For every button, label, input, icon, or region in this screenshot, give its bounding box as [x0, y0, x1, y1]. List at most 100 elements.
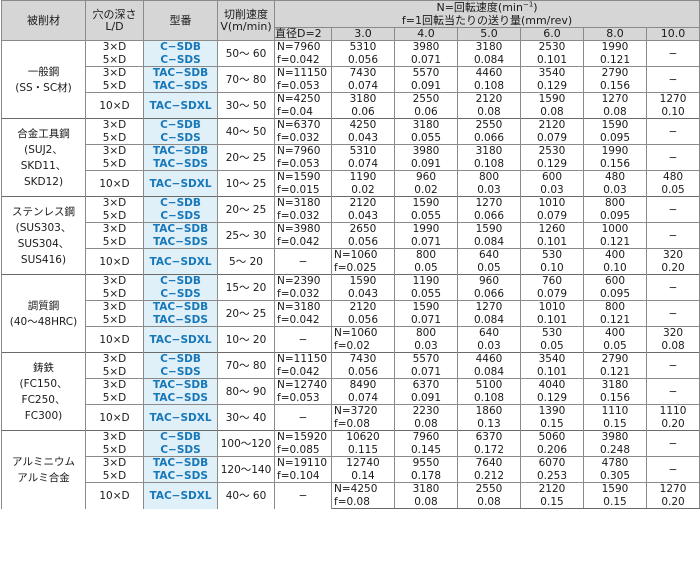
rpm-value: 1110 [645, 404, 700, 418]
rpm-value: 3180 [394, 118, 458, 132]
feed-value: 0.03 [457, 183, 521, 197]
table-row: 5×D C−SDS f=0.032 0.043 0.055 0.066 0.079 0.095 [2, 209, 700, 223]
rpm-value: 800 [457, 170, 521, 184]
feed-value: 0.10 [520, 261, 584, 275]
table-row: 5×D C−SDS f=0.085 0.115 0.145 0.172 0.206 0.248 [2, 443, 700, 457]
cutting-speed: 30〜 50 [217, 92, 275, 119]
cutting-speed: 120〜140 [217, 456, 275, 483]
feed-value: 0.101 [520, 313, 584, 327]
table-row: アルミニウム アルミ合金 3×D C−SDB 100〜120 N=15920 10620 79… [1, 430, 700, 509]
feed-value: 0.156 [583, 157, 647, 171]
rpm-value: 800 [583, 196, 647, 210]
feed-value: f=0.032 [274, 287, 332, 301]
rpm-value: N=15920 [274, 430, 332, 444]
header-diameter: 直径D=2 [274, 27, 332, 41]
rpm-value: 2120 [520, 482, 584, 496]
depth-ratio: 5×D [85, 313, 144, 327]
feed-value: 0.091 [394, 157, 458, 171]
feed-value: f=0.08 [331, 495, 395, 509]
rpm-value: 5570 [394, 66, 458, 80]
table-row: 5×D TAC−SDS f=0.042 0.056 0.071 0.084 0.101 0.1… [2, 235, 700, 249]
rpm-value: 2120 [331, 196, 395, 210]
rpm-value: 3540 [520, 352, 584, 366]
feed-value: 0.15 [583, 417, 647, 431]
rpm-value: 4780 [583, 456, 647, 470]
dash-cell: − [645, 352, 700, 379]
feed-value: 0.03 [394, 339, 458, 353]
dash-cell: − [274, 248, 332, 275]
table-row: 3×D TAC−SDB 20〜 25 N=7960 5310 3980 3180 2530 19… [2, 144, 700, 171]
depth-ratio: 5×D [85, 79, 144, 93]
cutting-speed: 40〜 50 [217, 118, 275, 145]
rpm-value: N=12740 [274, 378, 332, 392]
rpm-value: 5060 [520, 430, 584, 444]
rpm-value: 320 [645, 326, 700, 340]
rpm-value: 1270 [645, 482, 700, 496]
feed-value: 0.206 [520, 443, 584, 457]
cutting-speed: 50〜 60 [217, 40, 275, 67]
feed-value: 0.03 [583, 183, 647, 197]
model-code: C−SDB [143, 430, 218, 444]
material-name: 調質鋼 (40〜48HRC) [1, 274, 86, 353]
model-code: TAC−SDB [143, 144, 218, 158]
depth-ratio: 3×D [85, 352, 144, 366]
model-code: TAC−SDS [143, 157, 218, 171]
feed-value: 0.172 [457, 443, 521, 457]
depth-ratio: 3×D [85, 274, 144, 288]
model-code: TAC−SDB [143, 300, 218, 314]
rpm-value: 2790 [583, 352, 647, 366]
feed-value: 0.15 [520, 495, 584, 509]
feed-value: 0.079 [520, 209, 584, 223]
rpm-value: 2650 [331, 222, 395, 236]
feed-value: 0.066 [457, 209, 521, 223]
model-code: TAC−SDXL [143, 248, 218, 275]
rpm-value: 6370 [457, 430, 521, 444]
dash-cell: − [645, 274, 700, 301]
dash-cell: − [645, 300, 700, 327]
model-code: TAC−SDS [143, 313, 218, 327]
feed-value: 0.05 [645, 183, 700, 197]
feed-value: 0.071 [394, 313, 458, 327]
feed-value: 0.056 [331, 53, 395, 67]
depth-ratio: 5×D [85, 235, 144, 249]
rpm-value: 1110 [583, 404, 647, 418]
feed-value: 0.115 [331, 443, 395, 457]
material-name: 鋳鉄 (FC150、 FC250、 FC300) [1, 352, 86, 431]
rpm-value: 1990 [394, 222, 458, 236]
rpm-value: 4460 [457, 66, 521, 80]
rpm-value: 800 [394, 248, 458, 262]
depth-ratio: 3×D [85, 66, 144, 80]
rpm-value: 2550 [457, 482, 521, 496]
model-code: TAC−SDXL [143, 92, 218, 119]
dash-cell: − [645, 222, 700, 249]
rpm-value: 2120 [331, 300, 395, 314]
feed-value: 0.055 [394, 131, 458, 145]
rpm-value: 3180 [331, 92, 395, 106]
feed-value: 0.091 [394, 79, 458, 93]
rpm-value: 1000 [583, 222, 647, 236]
rpm-value: 3980 [394, 144, 458, 158]
feed-value: 0.248 [583, 443, 647, 457]
feed-value: 0.05 [457, 261, 521, 275]
model-code: TAC−SDB [143, 222, 218, 236]
feed-value: 0.084 [457, 365, 521, 379]
rpm-value: 1860 [457, 404, 521, 418]
rpm-value: N=1590 [274, 170, 332, 184]
rpm-value: 3180 [583, 378, 647, 392]
feed-value: 0.071 [394, 365, 458, 379]
rpm-value: 1260 [520, 222, 584, 236]
model-code: C−SDS [143, 287, 218, 301]
header-diameter: 5.0 [457, 27, 521, 41]
table-row: 3×D TAC−SDB 70〜 80 N=11150 7430 5570 4460 3540 2… [2, 66, 700, 93]
rpm-value: 1270 [457, 196, 521, 210]
table-row: 3×D TAC−SDB 120〜140 N=19110 12740 9550 7640 607… [2, 456, 700, 483]
rpm-value: 400 [583, 248, 647, 262]
feed-value: 0.02 [331, 183, 395, 197]
material-name-line: FC250、 [21, 393, 66, 406]
feed-value: 0.084 [457, 235, 521, 249]
cutting-speed: 20〜 25 [217, 300, 275, 327]
rpm-value: 3180 [457, 144, 521, 158]
feed-value: f=0.025 [331, 261, 395, 275]
rpm-value: 7430 [331, 352, 395, 366]
